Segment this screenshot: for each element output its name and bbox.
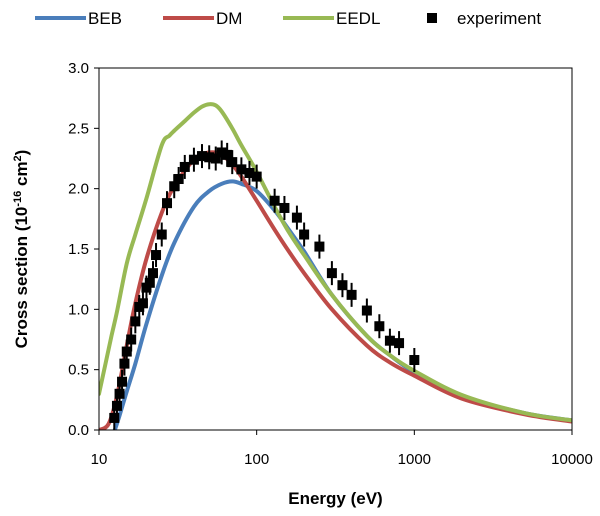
experiment-point: [222, 149, 233, 160]
legend-label-beb: BEB: [88, 9, 122, 28]
experiment-point: [361, 305, 372, 316]
experiment-point: [121, 346, 132, 357]
experiment-point: [314, 241, 325, 252]
y-axis-title-unit: cm: [12, 161, 31, 190]
experiment-point: [188, 154, 199, 165]
experiment-point: [130, 316, 141, 327]
experiment-point: [137, 298, 148, 309]
experiment-point: [299, 229, 310, 240]
experiment-point: [111, 400, 122, 411]
series-line-eedl: [99, 102, 572, 423]
legend-label-dm: DM: [216, 9, 242, 28]
plot-lines: [99, 102, 572, 430]
x-tick-label: 10000: [551, 451, 593, 468]
series-line-dm: [99, 150, 572, 430]
experiment-point: [117, 376, 128, 387]
experiment-point: [279, 202, 290, 213]
y-axis-title-unit-exponent: 2: [12, 155, 24, 161]
experiment-point: [179, 161, 190, 172]
series-line-beb: [112, 179, 572, 430]
experiment-point: [151, 250, 162, 261]
experiment-point: [196, 151, 207, 162]
experiment-point: [173, 174, 184, 185]
y-axis-title-exponent: -16: [12, 191, 24, 207]
experiment-point: [126, 334, 137, 345]
x-tick-label: 10: [91, 451, 108, 468]
y-tick-label: 2.5: [68, 120, 89, 137]
experiment-point: [114, 388, 125, 399]
y-tick-label: 0.0: [68, 422, 89, 439]
experiment-point: [147, 268, 158, 279]
experiment-point: [291, 212, 302, 223]
experiment-point: [119, 358, 130, 369]
x-axis: 10 100 1000 10000: [91, 430, 593, 468]
x-tick-label: 100: [244, 451, 269, 468]
y-axis: 0.0 0.5 1.0 1.5 2.0 2.5 3.0: [68, 60, 99, 439]
legend-swatch-experiment: [427, 13, 437, 23]
experiment-point: [227, 157, 238, 168]
experiment-point: [169, 181, 180, 192]
experiment-point: [210, 153, 221, 164]
y-axis-title-close: ): [12, 150, 31, 156]
experiment-point: [156, 229, 167, 240]
y-axis-title-main: Cross section (10: [12, 207, 31, 349]
experiment-point: [326, 268, 337, 279]
y-tick-label: 0.5: [68, 362, 89, 379]
experiment-point: [236, 164, 247, 175]
y-tick-label: 1.0: [68, 301, 89, 318]
x-axis-title: Energy (eV): [288, 489, 382, 508]
experiment-point: [109, 412, 120, 423]
experiment-point: [269, 195, 280, 206]
experiment-point: [384, 335, 395, 346]
experiment-point: [251, 171, 262, 182]
experiment-points: [109, 140, 420, 430]
experiment-point: [337, 280, 348, 291]
experiment-point: [144, 277, 155, 288]
x-tick-label: 1000: [398, 451, 431, 468]
y-tick-label: 1.5: [68, 241, 89, 258]
y-axis-title: Cross section (10-16 cm2): [12, 150, 31, 349]
experiment-point: [244, 167, 255, 178]
experiment-point: [204, 152, 215, 163]
legend-label-experiment: experiment: [457, 9, 541, 28]
experiment-point: [394, 338, 405, 349]
legend: BEB DM EEDL experiment: [35, 9, 541, 28]
experiment-point: [216, 147, 227, 158]
y-tick-label: 2.0: [68, 181, 89, 198]
legend-label-eedl: EEDL: [336, 9, 380, 28]
experiment-point: [374, 321, 385, 332]
experiment-point: [162, 198, 173, 209]
experiment-point: [346, 289, 357, 300]
experiment-point: [409, 355, 420, 366]
y-tick-label: 3.0: [68, 60, 89, 77]
